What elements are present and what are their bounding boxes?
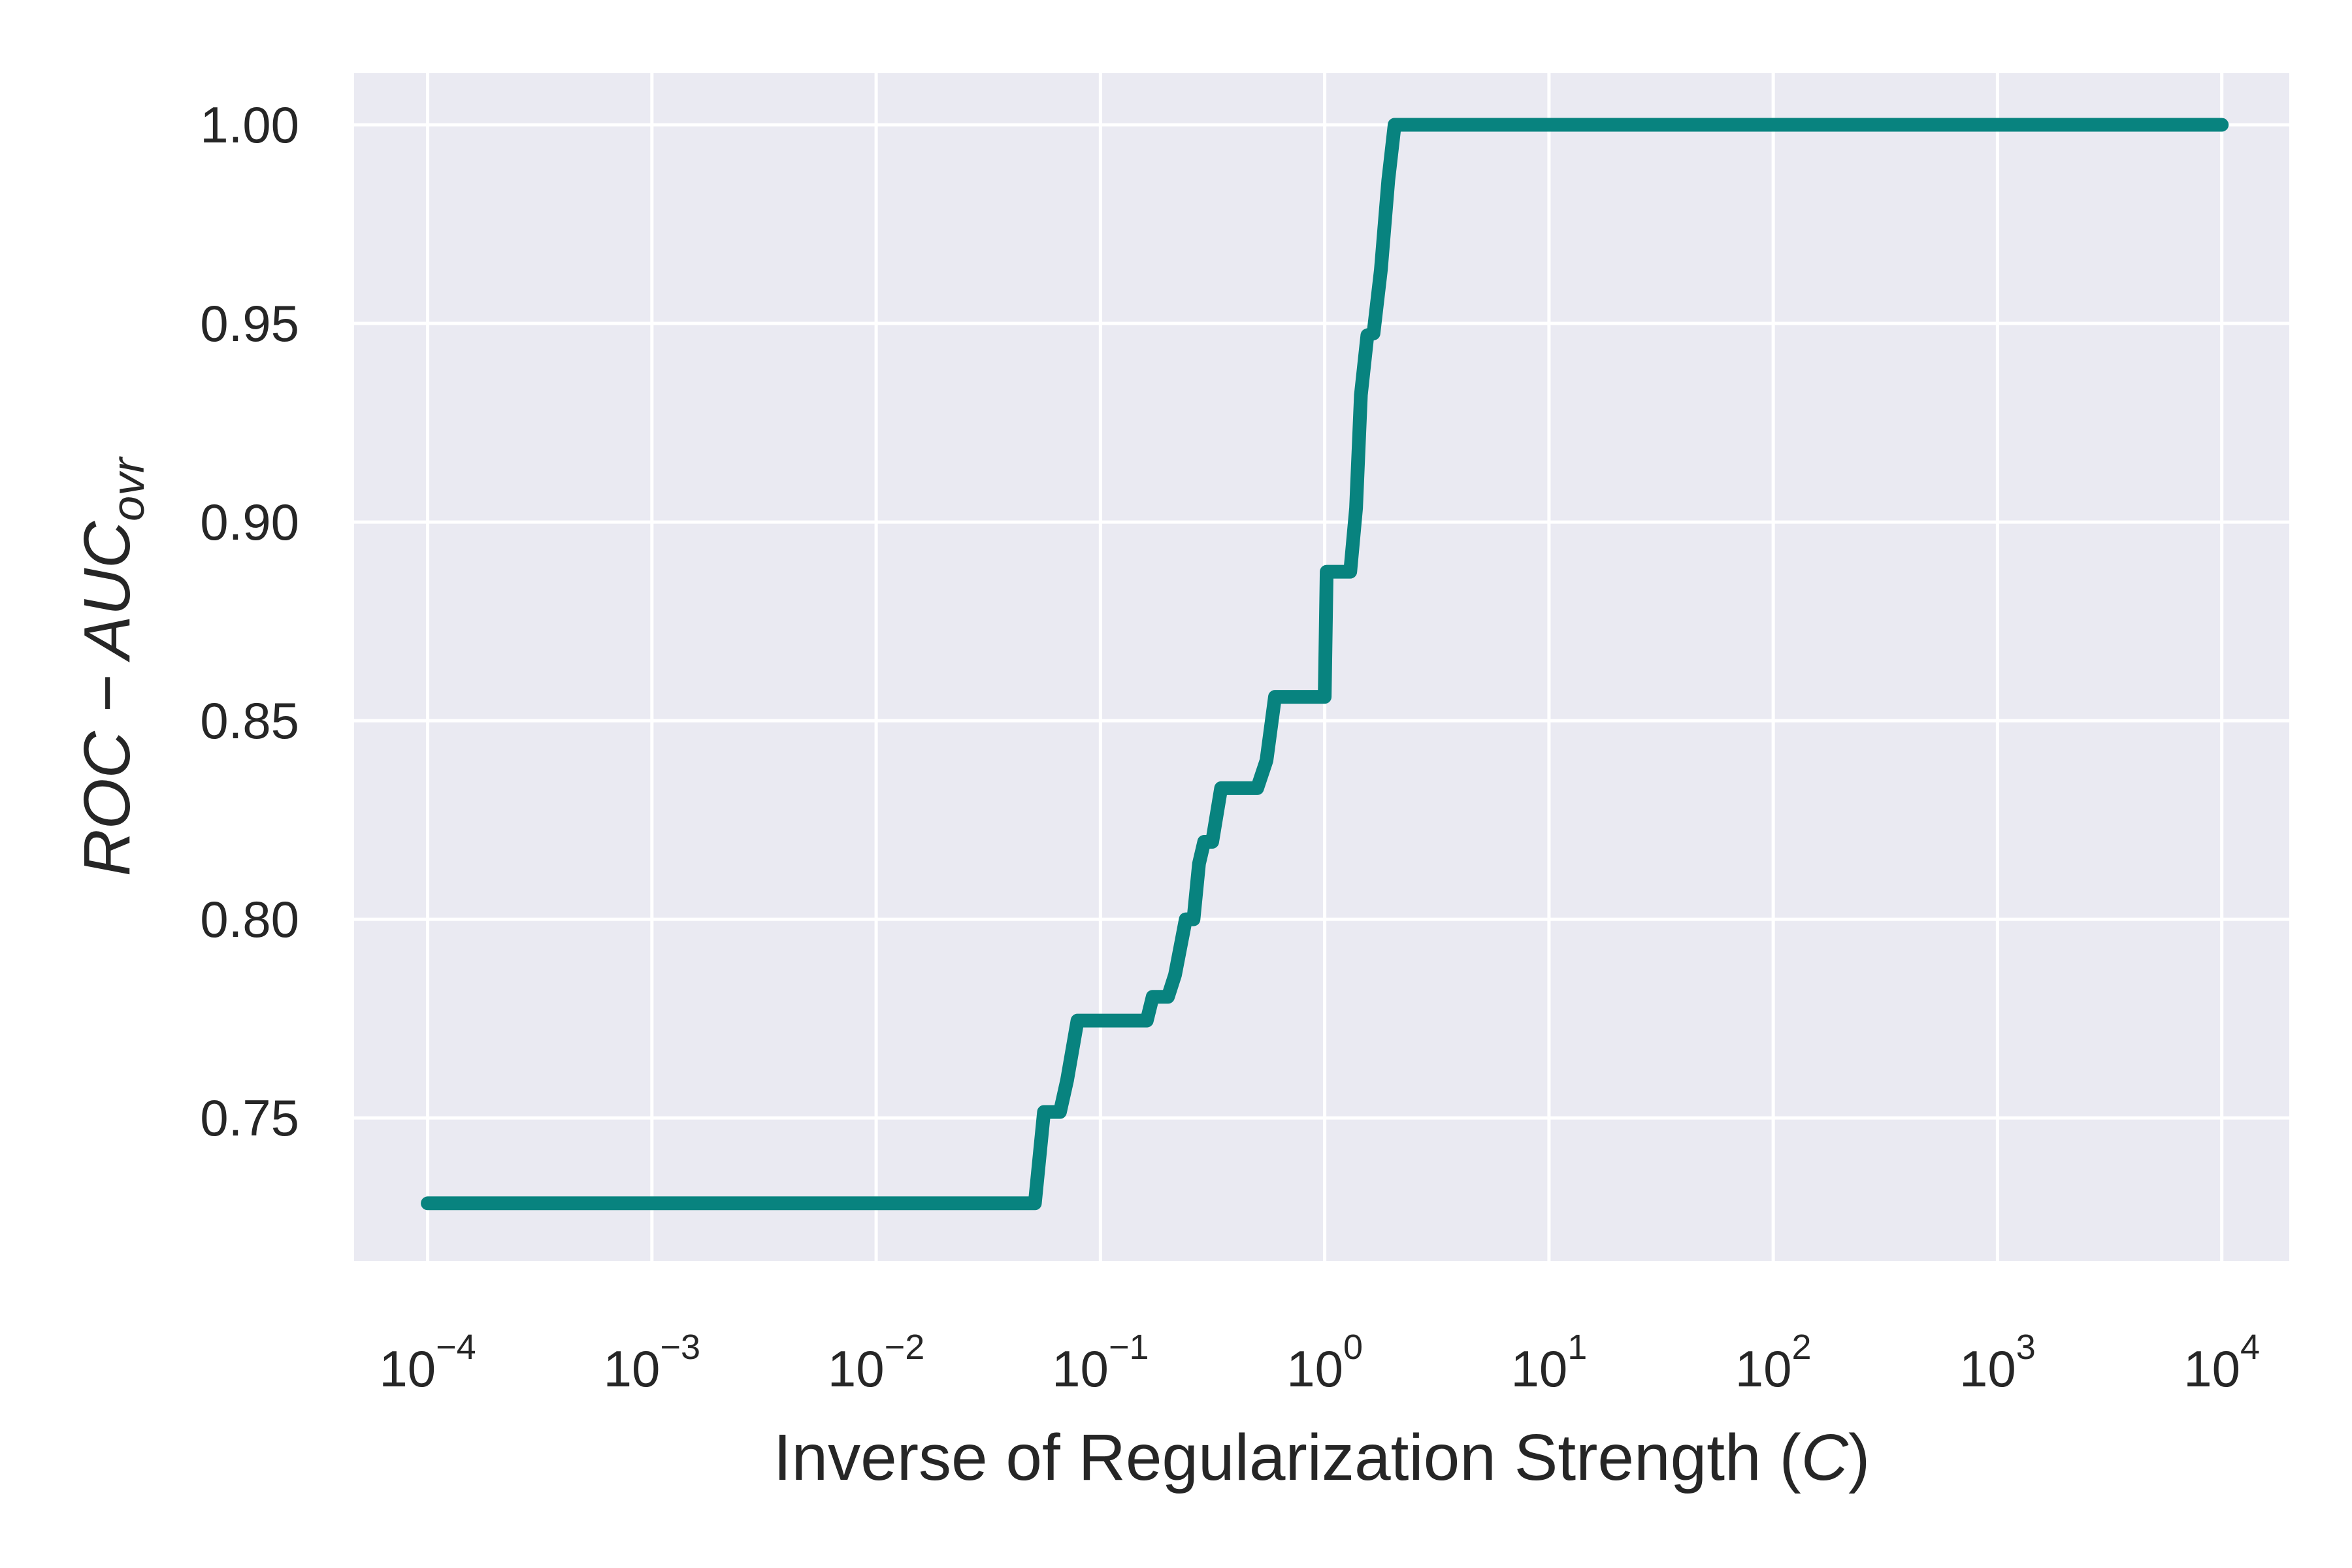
x-tick-base: 10 bbox=[1959, 1340, 2016, 1397]
x-tick-exponent: 1 bbox=[1567, 1328, 1587, 1367]
x-tick-exponent: 2 bbox=[1791, 1328, 1811, 1367]
x-tick-label-3: 10−1 bbox=[1052, 1328, 1149, 1397]
x-tick-exponent: 3 bbox=[2016, 1328, 2036, 1367]
y-tick-label-2: 0.85 bbox=[200, 692, 299, 749]
x-tick-base: 10 bbox=[1052, 1340, 1109, 1397]
x-axis-label: Inverse of Regularization Strength (C) bbox=[774, 1421, 1870, 1494]
x-tick-exponent: −2 bbox=[885, 1328, 925, 1367]
x-tick-label-6: 102 bbox=[1735, 1328, 1812, 1397]
y-tick-label-0: 0.75 bbox=[200, 1089, 299, 1147]
y-axis-label-main: ROC − AUC bbox=[71, 521, 144, 876]
x-axis-label-prefix: Inverse of Regularization Strength ( bbox=[774, 1421, 1801, 1494]
x-tick-label-5: 101 bbox=[1511, 1328, 1587, 1397]
series bbox=[421, 118, 2229, 1211]
y-tick-label-3: 0.90 bbox=[200, 493, 299, 551]
x-tick-label-7: 103 bbox=[1959, 1328, 2036, 1397]
x-tick-base: 10 bbox=[1511, 1340, 1567, 1397]
grid bbox=[354, 73, 2289, 1261]
y-tick-label-1: 0.80 bbox=[200, 890, 299, 948]
x-tick-exponent: −1 bbox=[1109, 1328, 1149, 1367]
x-tick-exponent: −3 bbox=[660, 1328, 700, 1367]
x-tick-label-1: 10−3 bbox=[604, 1328, 700, 1397]
x-tick-exponent: 4 bbox=[2240, 1328, 2260, 1367]
y-axis-label: ROC − AUCovr bbox=[71, 456, 154, 877]
x-tick-base: 10 bbox=[1286, 1340, 1343, 1397]
y-axis-label-sub: ovr bbox=[103, 456, 154, 521]
x-tick-label-0: 10−4 bbox=[379, 1328, 476, 1397]
x-tick-base: 10 bbox=[604, 1340, 661, 1397]
x-tick-label-4: 100 bbox=[1286, 1328, 1363, 1397]
x-tick-label-8: 104 bbox=[2183, 1328, 2260, 1397]
y-tick-labels: 0.75 0.80 0.85 0.90 0.95 1.00 bbox=[200, 96, 299, 1147]
x-axis-label-suffix: ) bbox=[1848, 1421, 1870, 1494]
x-tick-label-2: 10−2 bbox=[828, 1328, 924, 1397]
x-tick-exponent: 0 bbox=[1343, 1328, 1363, 1367]
x-tick-base: 10 bbox=[2183, 1340, 2240, 1397]
x-tick-exponent: −4 bbox=[436, 1328, 476, 1367]
x-tick-base: 10 bbox=[828, 1340, 885, 1397]
y-tick-label-5: 1.00 bbox=[200, 96, 299, 154]
series-line-0 bbox=[421, 118, 2229, 1211]
y-tick-label-4: 0.95 bbox=[200, 295, 299, 352]
x-tick-base: 10 bbox=[1735, 1340, 1792, 1397]
x-axis-label-var: C bbox=[1801, 1421, 1849, 1494]
x-tick-labels: 10−4 10−3 10−2 10−1 100 101 102 103 104 bbox=[379, 1328, 2260, 1397]
x-tick-base: 10 bbox=[379, 1340, 436, 1397]
